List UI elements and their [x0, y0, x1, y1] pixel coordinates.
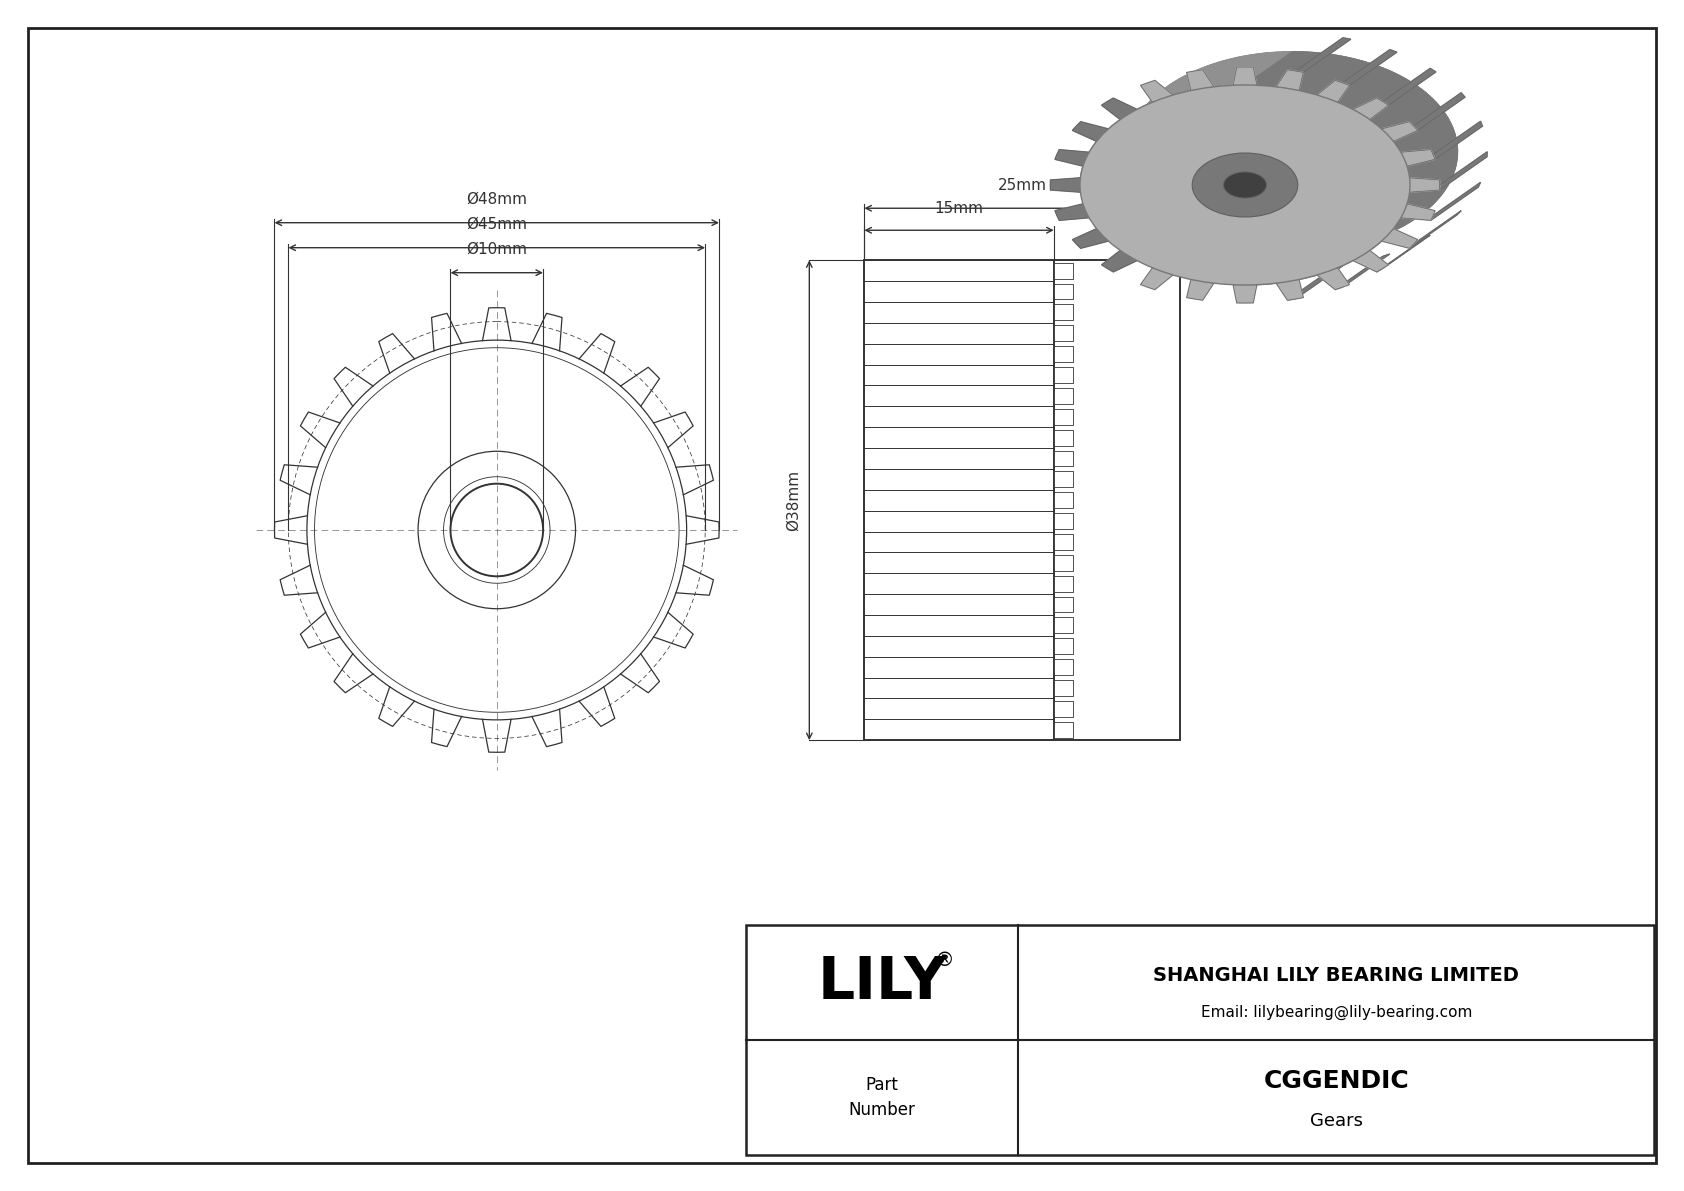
- Polygon shape: [1233, 285, 1256, 303]
- Bar: [1054, 325, 1073, 341]
- Bar: [1054, 701, 1073, 717]
- Bar: [1054, 555, 1073, 570]
- Bar: [1054, 575, 1073, 592]
- Polygon shape: [1101, 98, 1137, 119]
- Polygon shape: [1440, 151, 1487, 191]
- Text: SHANGHAI LILY BEARING LIMITED: SHANGHAI LILY BEARING LIMITED: [1154, 966, 1519, 985]
- Polygon shape: [1383, 68, 1436, 105]
- Text: Ø45mm: Ø45mm: [466, 217, 527, 232]
- Bar: [1054, 430, 1073, 445]
- Polygon shape: [1352, 98, 1388, 119]
- Text: Part
Number: Part Number: [849, 1075, 916, 1120]
- Polygon shape: [1140, 80, 1174, 102]
- Bar: [1054, 305, 1073, 320]
- Polygon shape: [1140, 268, 1174, 289]
- Polygon shape: [1073, 229, 1108, 248]
- Polygon shape: [1276, 280, 1303, 300]
- Bar: [746, 925, 1654, 1155]
- Text: LILY: LILY: [817, 954, 946, 1011]
- Polygon shape: [1276, 70, 1303, 91]
- Bar: [1054, 472, 1073, 487]
- Text: CGGENDIC: CGGENDIC: [1263, 1070, 1410, 1093]
- Ellipse shape: [1224, 172, 1266, 198]
- Polygon shape: [1381, 121, 1418, 142]
- Text: Ø48mm: Ø48mm: [466, 192, 527, 207]
- Bar: [1054, 492, 1073, 509]
- Polygon shape: [1342, 50, 1398, 86]
- Polygon shape: [1244, 51, 1457, 285]
- Bar: [1054, 722, 1073, 737]
- Polygon shape: [1233, 67, 1256, 86]
- Bar: [1054, 597, 1073, 612]
- Ellipse shape: [1128, 51, 1457, 251]
- Bar: [1054, 283, 1073, 299]
- Polygon shape: [1378, 235, 1430, 272]
- Bar: [1054, 660, 1073, 675]
- Text: Ø38mm: Ø38mm: [786, 469, 802, 531]
- Polygon shape: [1073, 121, 1108, 142]
- Bar: [1054, 367, 1073, 384]
- Bar: [1054, 680, 1073, 696]
- Bar: [1054, 409, 1073, 425]
- Polygon shape: [1101, 250, 1137, 272]
- Bar: [1054, 638, 1073, 654]
- Polygon shape: [1317, 80, 1349, 102]
- Polygon shape: [1410, 211, 1462, 248]
- Polygon shape: [1410, 177, 1440, 192]
- Bar: [1054, 347, 1073, 362]
- Bar: [864, 261, 1180, 740]
- Text: 25mm: 25mm: [997, 179, 1047, 193]
- Polygon shape: [1051, 177, 1081, 192]
- Ellipse shape: [1192, 152, 1298, 217]
- Polygon shape: [1401, 150, 1435, 166]
- Polygon shape: [1352, 250, 1388, 272]
- Bar: [1054, 263, 1073, 279]
- Polygon shape: [1433, 121, 1482, 160]
- Polygon shape: [1054, 204, 1090, 220]
- Bar: [1054, 450, 1073, 467]
- Text: Gears: Gears: [1310, 1111, 1362, 1129]
- Polygon shape: [1401, 204, 1435, 220]
- Text: Ø10mm: Ø10mm: [466, 242, 527, 257]
- Text: 15mm: 15mm: [935, 201, 983, 217]
- Polygon shape: [1413, 93, 1465, 130]
- Polygon shape: [1054, 150, 1090, 166]
- Bar: [746, 925, 1654, 1155]
- Polygon shape: [1431, 182, 1480, 220]
- Bar: [1054, 388, 1073, 404]
- Bar: [1054, 617, 1073, 634]
- Text: ®: ®: [935, 950, 955, 969]
- Polygon shape: [1335, 254, 1389, 289]
- Polygon shape: [1187, 280, 1214, 300]
- Bar: [1054, 534, 1073, 550]
- Polygon shape: [1187, 70, 1214, 91]
- Ellipse shape: [1079, 85, 1410, 285]
- Text: Email: lilybearing@lily-bearing.com: Email: lilybearing@lily-bearing.com: [1201, 1005, 1472, 1019]
- Bar: [1054, 513, 1073, 529]
- Ellipse shape: [1133, 117, 1357, 252]
- Polygon shape: [1381, 229, 1418, 248]
- Polygon shape: [1079, 51, 1457, 185]
- Polygon shape: [1317, 268, 1349, 289]
- Polygon shape: [1287, 266, 1342, 300]
- Bar: [864, 261, 1180, 740]
- Polygon shape: [1295, 38, 1351, 73]
